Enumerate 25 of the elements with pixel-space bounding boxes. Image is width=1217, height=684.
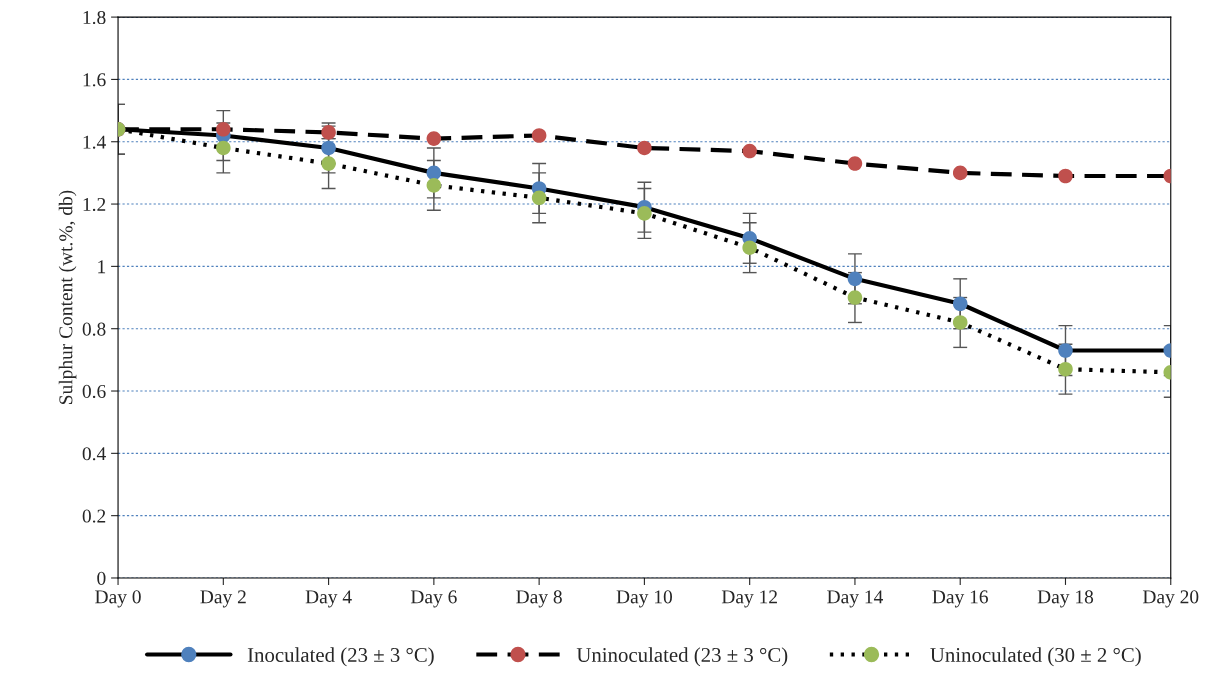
y-tick-label: 0.4 [82,447,106,461]
y-tick-label: 1.4 [83,135,106,149]
x-tick-label: Day 6 [410,590,457,608]
x-tick-label: Day 14 [827,590,883,608]
y-tick-label: 0.8 [82,322,106,336]
x-tick-label: Day 8 [516,590,562,608]
x-tick-label: Day 10 [616,590,673,608]
y-tick-label: 0.6 [82,384,106,399]
y-axis-title: Sulphur Content (wt.%, db) [58,190,77,404]
y-tick-label: 0.2 [82,509,106,523]
x-tick-label: Day 4 [305,590,352,608]
x-tick-label: Day 0 [95,590,141,608]
y-tick-label: 1.6 [83,73,106,87]
legend-label: Uninoculated (30 ± 2 °C) [930,647,1141,667]
legend-label: Uninoculated (23 ± 3 °C) [576,647,788,667]
y-tick-label: 1.8 [83,10,106,25]
y-tick-label: 1.2 [83,197,106,212]
legend-label: Inoculated (23 ± 3 °C) [247,647,434,667]
y-tick-label: 1 [98,260,106,274]
y-tick-label: 0 [97,571,106,585]
x-tick-label: Day 20 [1142,590,1199,608]
x-tick-label: Day 18 [1037,590,1094,608]
x-tick-label: Day 2 [200,590,246,608]
x-tick-label: Day 16 [932,590,988,608]
x-tick-label: Day 12 [721,590,777,608]
